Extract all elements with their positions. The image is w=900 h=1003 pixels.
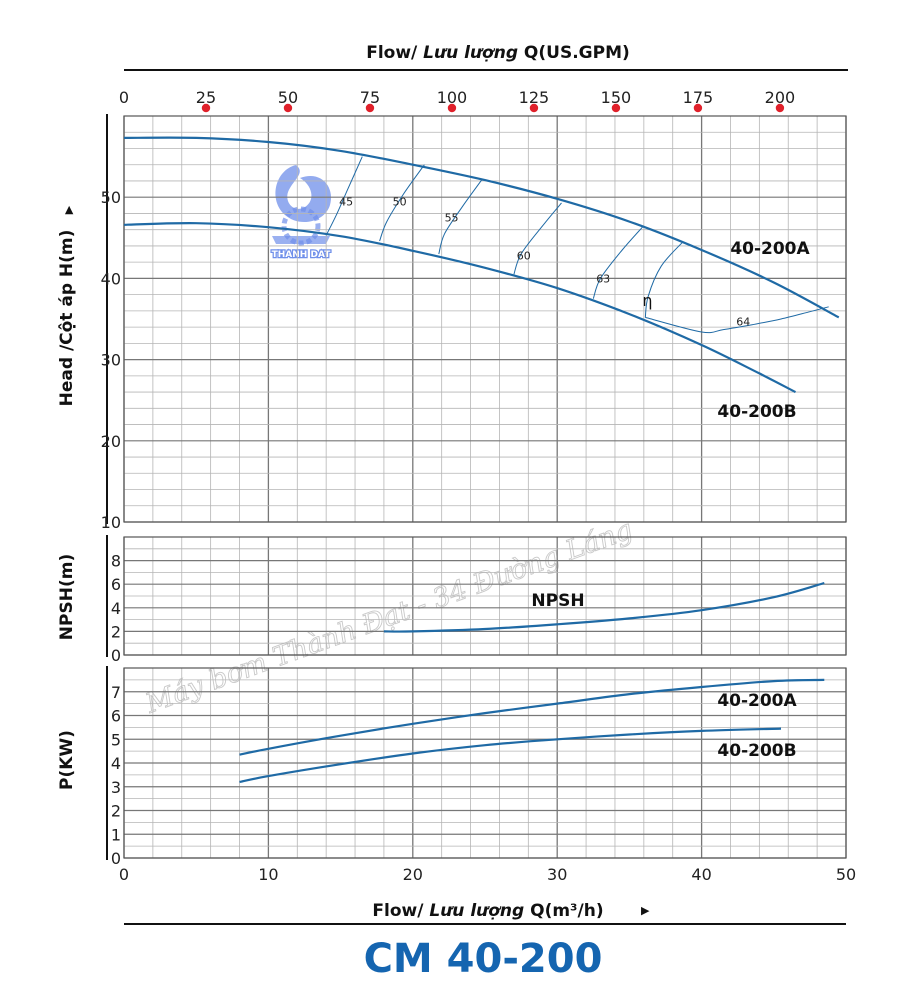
power-frame bbox=[123, 667, 847, 859]
logo-gear-ring bbox=[281, 206, 321, 246]
head-axis-title: Head /Cột áp H(m) bbox=[57, 230, 77, 407]
top-axis-title: Flow/ Lưu lượng Q(US.GPM) bbox=[366, 43, 630, 63]
power-y-tick: 4 bbox=[111, 754, 121, 773]
top-x-tick: 200 bbox=[765, 88, 796, 107]
bottom-axis-title-prefix: Flow/ bbox=[372, 901, 429, 921]
bottom-axis-arrow: ▶ bbox=[641, 904, 650, 917]
power-series-label-40-200B: 40-200B bbox=[717, 741, 796, 761]
bottom-x-tick: 20 bbox=[403, 865, 423, 884]
top-x-dot bbox=[693, 103, 703, 113]
power-y-tick: 5 bbox=[111, 730, 121, 749]
power-y-tick: 1 bbox=[111, 825, 121, 844]
top-x-dot bbox=[365, 103, 375, 113]
top-x-dot bbox=[201, 103, 211, 113]
top-x-dot bbox=[529, 103, 539, 113]
watermark-text: Máy bơm Thành Đạt - 34 Đường Láng bbox=[141, 514, 637, 720]
power-panel: 0 1 2 3 4 5 6 7 0 10 20 30 40 50 40-200A 40-200B bbox=[106, 666, 856, 884]
npsh-axis-title: NPSH(m) bbox=[57, 554, 77, 640]
power-y-tick: 0 bbox=[111, 849, 121, 868]
npsh-y-tick: 2 bbox=[111, 622, 121, 641]
model-title: CM 40-200 bbox=[364, 936, 603, 982]
top-x-tick: 50 bbox=[278, 88, 298, 107]
bottom-axis-title: Flow/ Lưu lượng Q(m³/h) bbox=[372, 901, 603, 921]
top-x-tick: 125 bbox=[519, 88, 550, 107]
logo-text: THANH DAT bbox=[272, 250, 332, 260]
head-y-tick: 30 bbox=[101, 351, 121, 370]
npsh-y-tick: 4 bbox=[111, 599, 121, 618]
head-axis-arrow: ▶ bbox=[62, 205, 75, 214]
thanh-dat-logo: THANH DAT bbox=[270, 165, 332, 261]
top-x-tick: 150 bbox=[601, 88, 632, 107]
top-x-tick: 100 bbox=[437, 88, 468, 107]
eta-symbol: η bbox=[642, 291, 652, 310]
npsh-y-tick: 8 bbox=[111, 552, 121, 571]
efficiency-label-60: 60 bbox=[517, 250, 531, 263]
head-y-tick: 20 bbox=[101, 432, 121, 451]
npsh-curve-NPSH bbox=[383, 581, 825, 633]
top-x-dot bbox=[611, 103, 621, 113]
head-y-tick: 40 bbox=[101, 269, 121, 288]
bottom-x-tick: 40 bbox=[691, 865, 711, 884]
head-curve-40-200A bbox=[123, 136, 840, 319]
efficiency-label-55: 55 bbox=[445, 212, 459, 225]
head-panel: 10 20 30 40 50 45 50 55 60 63 64 η 0 25 50 75 100 125 150 1… bbox=[101, 88, 847, 532]
head-y-tick: 10 bbox=[101, 513, 121, 532]
head-curve-40-200B bbox=[123, 222, 796, 394]
top-axis-title-italic: Lưu lượng bbox=[423, 43, 518, 63]
bottom-axis-title-italic: Lưu lượng bbox=[429, 901, 524, 921]
top-x-tick: 25 bbox=[196, 88, 216, 107]
efficiency-contour-60 bbox=[513, 202, 562, 275]
head-y-tick: 50 bbox=[101, 188, 121, 207]
power-curve-40-200B bbox=[239, 727, 782, 784]
top-x-tick: 175 bbox=[683, 88, 714, 107]
top-axis-title-suffix: Q(US.GPM) bbox=[518, 43, 630, 63]
bottom-axis-title-suffix: Q(m³/h) bbox=[524, 901, 603, 921]
efficiency-contour-64-bottom bbox=[645, 306, 829, 334]
power-y-tick: 7 bbox=[111, 683, 121, 702]
bottom-x-tick: 50 bbox=[836, 865, 856, 884]
efficiency-label-63: 63 bbox=[596, 272, 610, 285]
npsh-y-tick: 6 bbox=[111, 575, 121, 594]
efficiency-contour-50 bbox=[379, 164, 425, 242]
efficiency-label-64: 64 bbox=[736, 315, 750, 328]
power-y-tick: 3 bbox=[111, 778, 121, 797]
logo-swirl bbox=[275, 165, 332, 223]
head-series-label-40-200B: 40-200B bbox=[717, 402, 796, 422]
power-curve-40-200A bbox=[239, 678, 825, 756]
bottom-x-tick: 0 bbox=[119, 865, 129, 884]
top-x-tick: 0 bbox=[119, 88, 129, 107]
power-series-label-40-200A: 40-200A bbox=[717, 691, 797, 711]
npsh-panel: 0 2 4 6 8 NPSH bbox=[106, 535, 847, 665]
efficiency-label-45: 45 bbox=[339, 195, 353, 208]
top-x-dot bbox=[775, 103, 785, 113]
bottom-x-tick: 30 bbox=[547, 865, 567, 884]
power-y-tick: 6 bbox=[111, 707, 121, 726]
npsh-series-label-NPSH: NPSH bbox=[531, 591, 584, 611]
power-y-tick: 2 bbox=[111, 802, 121, 821]
top-x-tick: 75 bbox=[360, 88, 380, 107]
head-series-label-40-200A: 40-200A bbox=[730, 239, 810, 259]
npsh-y-tick: 0 bbox=[111, 646, 121, 665]
efficiency-contour-64-left bbox=[644, 241, 684, 318]
top-axis-title-prefix: Flow/ bbox=[366, 43, 423, 63]
efficiency-label-50: 50 bbox=[393, 195, 407, 208]
top-x-dot bbox=[447, 103, 457, 113]
bottom-x-tick: 10 bbox=[258, 865, 278, 884]
npsh-frame bbox=[123, 536, 847, 656]
top-x-dot bbox=[283, 103, 293, 113]
efficiency-contour-55 bbox=[438, 179, 483, 255]
power-axis-title: P(KW) bbox=[57, 730, 77, 790]
efficiency-contour-63 bbox=[592, 226, 643, 299]
efficiency-contour-45 bbox=[325, 156, 363, 236]
head-frame bbox=[123, 115, 847, 523]
